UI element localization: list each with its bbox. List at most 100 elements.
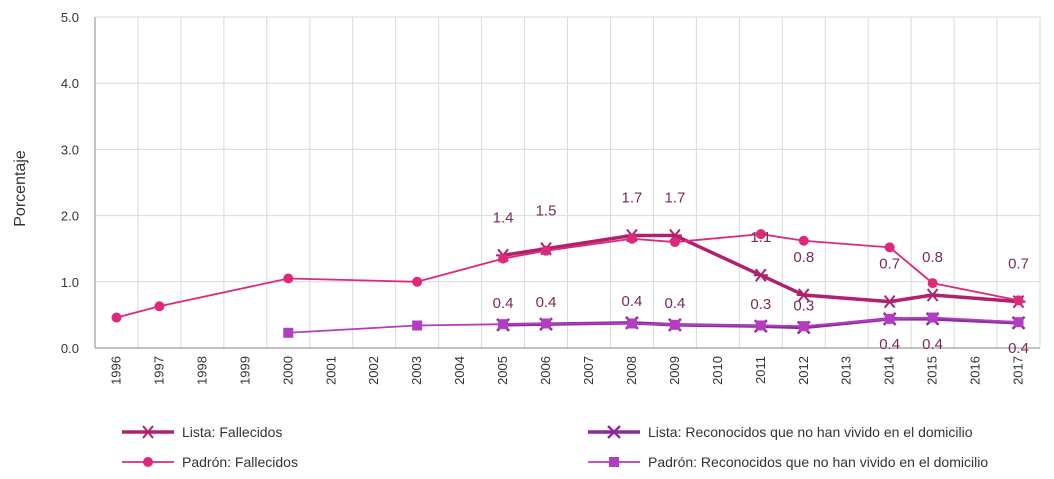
data-point <box>927 278 938 289</box>
data-point <box>607 425 621 439</box>
data-labels: 1.4 1.5 1.7 1.7 1.1 0.8 0.7 0.8 0.7 0.4 0.4 0.4 0.4 0… <box>493 189 1029 356</box>
x-tick-label: 2016 <box>968 356 983 385</box>
marker-stroke <box>797 288 810 302</box>
data-label: 0.4 <box>879 336 900 353</box>
data-label: 0.4 <box>622 293 643 310</box>
data-point <box>1013 295 1024 306</box>
legend-item-3: Lista: Reconocidos que no han vivido en … <box>588 424 973 440</box>
data-point <box>283 327 294 338</box>
x-tick-label: 1998 <box>194 356 209 385</box>
y-tick-label: 2.0 <box>61 209 79 224</box>
x-tick-label: 1997 <box>151 356 166 385</box>
data-label: 1.5 <box>536 203 557 220</box>
x-tick-label: 2003 <box>409 356 424 385</box>
x-tick-label: 2004 <box>452 356 467 385</box>
data-point <box>154 301 165 312</box>
y-tick-label: 1.0 <box>61 275 79 290</box>
data-label: 0.7 <box>879 256 900 273</box>
data-label: 0.8 <box>793 249 814 266</box>
x-tick-label: 2011 <box>753 356 768 384</box>
data-point <box>626 318 637 329</box>
grid <box>94 16 1041 349</box>
data-point <box>626 233 637 244</box>
legend-item-1: Lista: Fallecidos <box>122 424 282 440</box>
data-label: 1.1 <box>750 229 771 246</box>
data-point <box>498 319 509 330</box>
data-point <box>141 425 155 439</box>
data-point <box>1013 317 1024 328</box>
legend-label: Padrón: Reconocidos que no han vivido en… <box>648 454 988 470</box>
data-label: 0.8 <box>922 249 943 266</box>
x-tick-label: 2013 <box>839 356 854 385</box>
series-2 <box>111 229 1024 323</box>
x-tick-label: 2008 <box>624 356 639 385</box>
data-point <box>111 312 122 323</box>
y-tick-label: 0.0 <box>61 341 79 356</box>
y-axis-label: Porcentaje <box>12 150 29 227</box>
data-point <box>498 253 509 264</box>
x-tick-label: 2005 <box>495 356 510 385</box>
data-label: 0.3 <box>793 297 814 314</box>
legend-item-2: Padrón: Fallecidos <box>122 454 298 470</box>
x-tick-label: 2009 <box>667 356 682 385</box>
legend-label: Lista: Reconocidos que no han vivido en … <box>648 424 973 440</box>
marker-stroke <box>142 425 154 439</box>
x-tick-label: 2015 <box>925 356 940 385</box>
x-tick-label: 2014 <box>882 356 897 385</box>
x-tick-label: 2010 <box>710 356 725 385</box>
legend: Lista: Fallecidos Padrón: Fallecidos Lista… <box>122 424 988 470</box>
x-tick-label: 2000 <box>280 356 295 385</box>
marker-stroke <box>607 425 621 439</box>
data-label: 0.4 <box>922 336 943 353</box>
data-point <box>669 237 680 248</box>
data-label: 0.4 <box>536 294 557 311</box>
x-tick-label: 2007 <box>581 356 596 385</box>
data-point <box>798 321 809 332</box>
data-point <box>541 245 552 256</box>
data-point <box>669 319 680 330</box>
data-label: 1.7 <box>664 189 685 206</box>
x-tick-label: 1999 <box>237 356 252 385</box>
marker-stroke <box>883 295 896 309</box>
legend-label: Lista: Fallecidos <box>182 424 282 440</box>
axes: 0.0 1.0 2.0 3.0 4.0 5.0 1996 1997 1998 1999 2000 20… <box>61 10 1026 385</box>
data-point <box>884 313 895 324</box>
x-tick-label: 2017 <box>1011 356 1026 385</box>
series <box>111 228 1026 338</box>
data-point <box>884 242 895 253</box>
y-tick-label: 5.0 <box>61 10 79 25</box>
x-tick-label: 2002 <box>366 356 381 385</box>
x-tick-label: 2012 <box>796 356 811 385</box>
data-point <box>541 318 552 329</box>
data-point <box>798 235 809 246</box>
data-point <box>609 457 619 467</box>
data-label: 0.3 <box>750 296 771 313</box>
data-point <box>796 288 811 302</box>
legend-label: Padrón: Fallecidos <box>182 454 298 470</box>
x-tick-label: 1996 <box>108 356 123 385</box>
data-point <box>283 273 294 284</box>
data-label: 0.4 <box>493 295 514 312</box>
marker-stroke <box>755 268 767 282</box>
legend-item-4: Padrón: Reconocidos que no han vivido en… <box>588 454 988 470</box>
x-tick-label: 2006 <box>538 356 553 385</box>
x-tick-label: 2001 <box>323 356 338 385</box>
data-point <box>882 295 897 309</box>
data-point <box>925 288 940 302</box>
data-point <box>927 312 938 323</box>
data-point <box>143 457 153 467</box>
data-label: 0.4 <box>664 295 685 312</box>
marker-stroke <box>926 288 939 302</box>
data-label: 1.4 <box>493 209 514 226</box>
data-point <box>412 276 423 287</box>
data-label: 0.7 <box>1008 256 1029 273</box>
data-label: 0.4 <box>1008 340 1029 357</box>
series-4 <box>283 312 1024 338</box>
data-point <box>755 229 766 240</box>
y-tick-label: 4.0 <box>61 76 79 91</box>
y-tick-label: 3.0 <box>61 142 79 157</box>
data-point <box>753 268 768 282</box>
data-label: 1.7 <box>622 189 643 206</box>
data-point <box>755 320 766 331</box>
